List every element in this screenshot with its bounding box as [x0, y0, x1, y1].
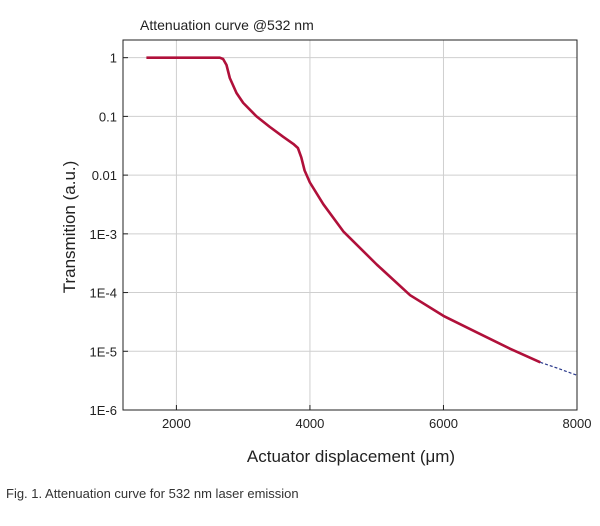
series-layer [146, 56, 578, 376]
x-axis-label: Actuator displacement (μm) [247, 447, 455, 466]
y-tick-label: 0.01 [92, 168, 117, 183]
x-tick-label: 2000 [162, 416, 191, 431]
y-axis-label: Transmition (a.u.) [60, 161, 79, 294]
y-tick-label: 1E-4 [90, 286, 117, 301]
x-tick-label: 4000 [295, 416, 324, 431]
x-axis-ticks: 2000 4000 6000 8000 [162, 405, 592, 431]
x-tick-label: 8000 [563, 416, 592, 431]
y-tick-label: 1 [110, 51, 117, 66]
y-tick-label: 0.1 [99, 109, 117, 124]
y-tick-label: 1E-5 [90, 344, 117, 359]
y-tick-label: 1E-3 [90, 227, 117, 242]
y-tick-label: 1E-6 [90, 403, 117, 418]
x-tick-label: 6000 [429, 416, 458, 431]
y-axis-ticks: 1 0.1 0.01 1E-3 1E-4 1E-5 1E-6 [90, 51, 128, 418]
chart-title: Attenuation curve @532 nm [140, 17, 314, 33]
extrapolated-dashed-line [540, 361, 578, 376]
figure-caption: Fig. 1. Attenuation curve for 532 nm las… [6, 486, 299, 501]
plot-frame [122, 39, 578, 411]
attenuation-series-line [146, 56, 541, 364]
